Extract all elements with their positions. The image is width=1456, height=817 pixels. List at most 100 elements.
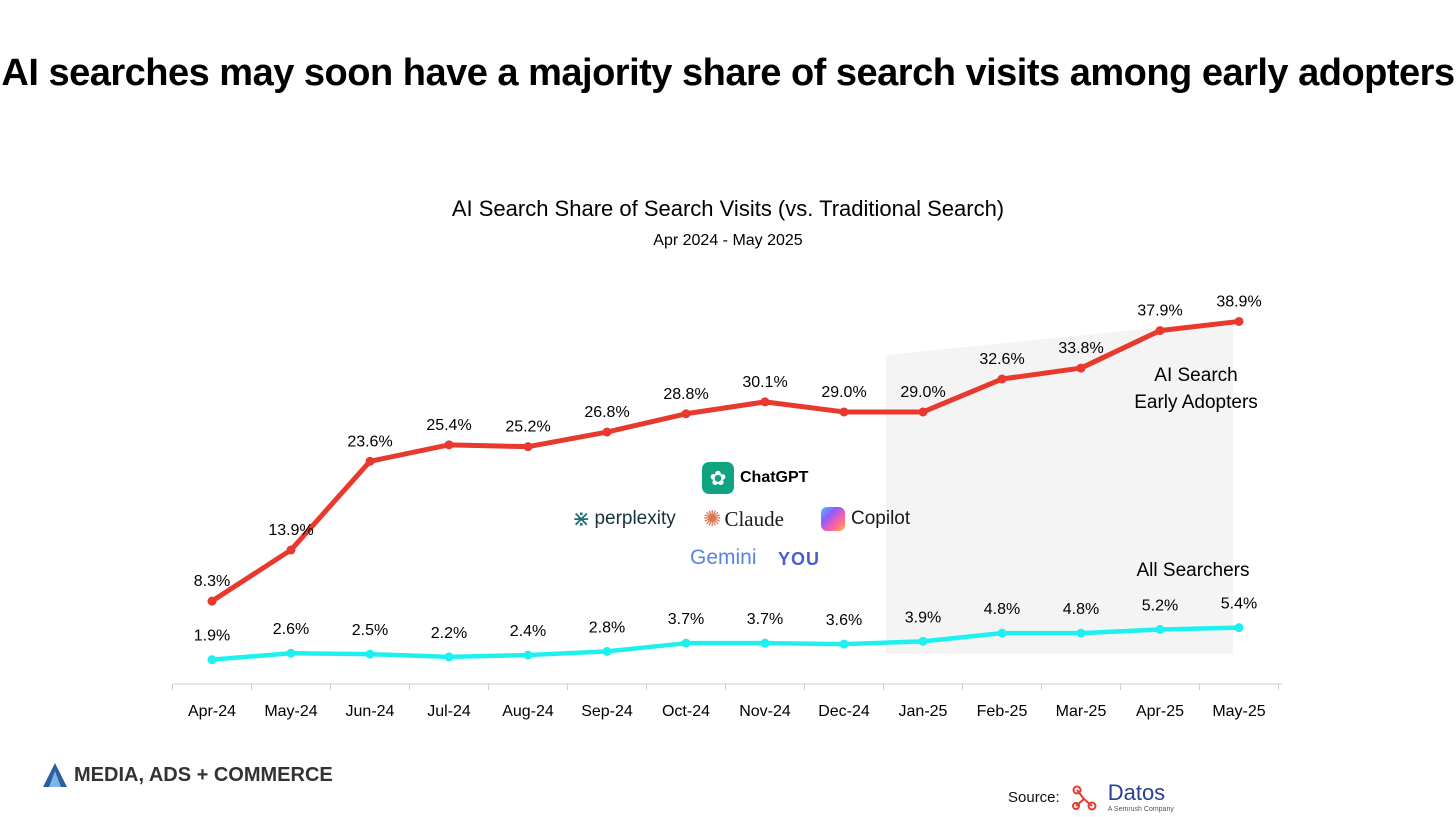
chatgpt-label: ChatGPT [740,469,809,486]
gemini-logo: Gemini [690,546,757,570]
data-label: 4.8% [1063,601,1099,618]
data-label: 3.7% [668,611,704,628]
data-label: 25.2% [505,419,550,436]
claude-label: Claude [724,506,784,531]
chatgpt-icon: ✿ [702,462,734,494]
x-tick-label: Jul-24 [427,703,471,720]
data-label: 2.2% [431,625,467,642]
x-tick-label: Aug-24 [502,703,554,720]
x-tick-label: Mar-25 [1056,703,1107,720]
x-tick-label: Sep-24 [581,703,633,720]
series-label: Early Adopters [1134,392,1258,413]
data-point [1155,624,1165,634]
chatgpt-logo: ✿ ChatGPT [702,462,808,494]
data-point [918,636,928,646]
ai-logos: ✿ ChatGPT ⋇ perplexity ✺ Claude Copilot … [560,460,940,580]
data-point [681,638,691,648]
page-headline: AI searches may soon have a majority sha… [1,52,1455,94]
data-label: 28.8% [663,386,708,403]
copilot-logo: Copilot [821,507,910,531]
data-label: 1.9% [194,628,230,645]
series-line [211,625,1240,662]
data-point [839,407,849,417]
datos-subtitle: A Semrush Company [1107,806,1174,813]
x-tick-label: May-24 [264,703,317,720]
data-point [760,638,770,648]
data-point [760,397,770,407]
x-tick-label: Jan-25 [899,703,948,720]
data-point [681,409,691,419]
data-label: 38.9% [1216,293,1261,310]
data-point [1234,316,1244,326]
x-tick-label: Oct-24 [662,703,710,720]
data-point [997,374,1007,384]
data-label: 2.4% [510,623,546,640]
data-point [1234,623,1244,633]
data-label: 29.0% [900,384,945,401]
data-point [1155,326,1165,336]
data-point [365,649,375,659]
data-label: 3.9% [905,609,941,626]
data-label: 4.8% [984,601,1020,618]
data-label: 3.6% [826,612,862,629]
perplexity-icon: ⋇ [572,506,591,531]
data-label: 23.6% [347,433,392,450]
you-label: YOU [778,549,821,569]
shaded-region [886,320,1233,654]
perplexity-logo: ⋇ perplexity [572,506,676,532]
you-logo: YOU [778,549,820,570]
data-point [523,650,533,660]
data-label: 8.3% [194,573,230,590]
datos-logo-icon [1071,785,1097,810]
data-label: 25.4% [426,417,471,434]
copilot-label: Copilot [851,508,911,529]
x-tick-label: Nov-24 [739,703,791,720]
data-label: 29.0% [821,384,866,401]
data-label: 13.9% [268,522,313,539]
data-label: 5.4% [1221,596,1257,613]
data-point [997,628,1007,638]
data-point [444,652,454,662]
source-attribution: Source: Datos A Semrush Company [1008,780,1174,814]
claude-icon: ✺ [703,506,722,531]
datos-name: Datos [1107,780,1166,805]
data-label: 33.8% [1058,340,1103,357]
x-tick-label: Dec-24 [818,703,870,720]
gemini-label: Gemini [690,546,757,569]
chart-subtitle: Apr 2024 - May 2025 [653,232,803,249]
data-label: 30.1% [742,374,787,391]
data-point [207,655,217,665]
data-label: 5.2% [1142,597,1178,614]
x-tick-label: Feb-25 [977,703,1028,720]
data-point [602,427,612,437]
brand-logo-icon [43,763,67,787]
data-point [286,545,296,555]
data-label: 26.8% [584,404,629,421]
x-tick-label: Apr-24 [188,703,236,720]
data-point [444,440,454,450]
copilot-icon [821,507,845,531]
source-label: Source: [1008,789,1060,806]
chart-title: AI Search Share of Search Visits (vs. Tr… [451,196,1005,221]
series-line [210,318,1240,604]
data-point [839,639,849,649]
data-label: 2.6% [273,621,309,638]
series-label: All Searchers [1137,560,1250,581]
data-label: 3.7% [747,611,783,628]
data-point [286,648,296,658]
data-point [523,442,533,452]
data-point [1076,628,1086,638]
footer-brand: MEDIA, ADS + COMMERCE [42,762,333,788]
brand-name: MEDIA, ADS + COMMERCE [74,763,333,786]
x-tick-label: Apr-25 [1136,703,1184,720]
series-label: AI Search [1154,365,1237,386]
claude-logo: ✺ Claude [703,506,784,532]
data-point [207,596,217,606]
perplexity-label: perplexity [594,508,676,529]
data-point [365,456,375,466]
x-tick-label: May-25 [1212,703,1265,720]
data-label: 2.5% [352,622,388,639]
data-point [918,407,928,417]
data-point [1076,363,1086,373]
